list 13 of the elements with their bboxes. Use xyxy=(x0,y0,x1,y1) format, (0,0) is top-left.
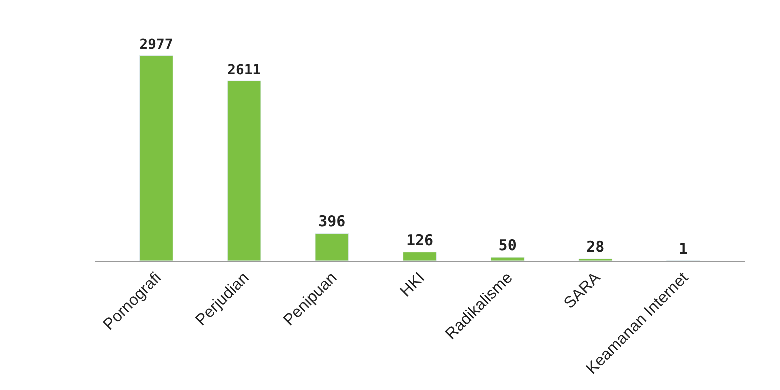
data-label: 50 xyxy=(498,236,517,255)
bar xyxy=(490,257,525,261)
bar xyxy=(315,233,350,261)
data-label: 396 xyxy=(318,212,346,231)
data-label: 2611 xyxy=(228,62,261,78)
x-tick-label: HKI xyxy=(398,270,428,301)
data-label: 2977 xyxy=(140,37,174,54)
data-label: 28 xyxy=(586,238,605,256)
bar xyxy=(140,56,174,261)
data-label: 1 xyxy=(678,240,688,258)
bar xyxy=(403,252,437,261)
data-label: 126 xyxy=(406,231,434,250)
bar xyxy=(227,80,262,261)
